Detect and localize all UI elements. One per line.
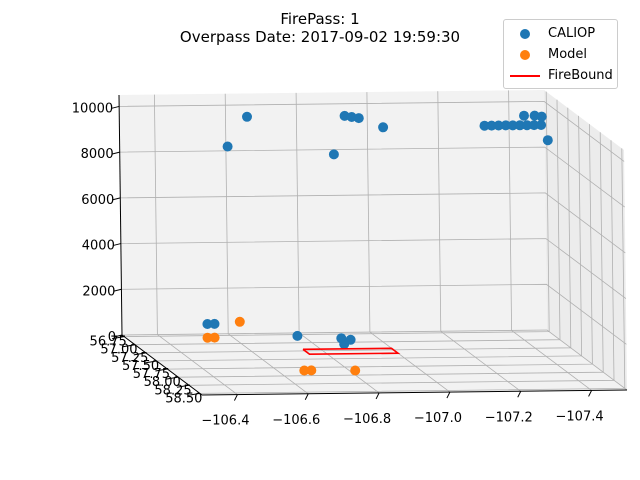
caliop-point bbox=[202, 319, 213, 329]
caliop-point bbox=[209, 318, 220, 329]
y-tick-label: 57.50 bbox=[122, 359, 159, 374]
firebound-boundary bbox=[302, 347, 401, 356]
x-tick bbox=[233, 394, 238, 401]
x-tick-label: −107.2 bbox=[485, 410, 533, 425]
model-point bbox=[306, 365, 317, 376]
z-tick bbox=[113, 334, 123, 338]
y-tick bbox=[133, 352, 146, 356]
legend-label-model: Model bbox=[548, 47, 588, 62]
caliop-point bbox=[486, 120, 497, 131]
y-tick bbox=[166, 376, 179, 380]
legend-entry-model: Model bbox=[504, 44, 619, 66]
x-tick bbox=[304, 393, 309, 400]
x-tick-label: −106.4 bbox=[201, 414, 249, 429]
y-tick bbox=[176, 384, 190, 388]
z-tick bbox=[111, 105, 120, 109]
x-tick bbox=[446, 391, 451, 399]
legend-entry-caliop: CALIOP bbox=[504, 23, 619, 45]
caliop-point bbox=[514, 120, 525, 131]
tick-labels: −106.4 −106.6 −106.8 −107.0 −107.2 −107.4 56.7… bbox=[72, 101, 604, 428]
caliop-point bbox=[353, 113, 364, 124]
z-tick bbox=[113, 288, 122, 292]
model-point bbox=[234, 316, 245, 327]
caliop-point bbox=[242, 111, 252, 122]
model-point bbox=[299, 365, 310, 376]
gridline-z bbox=[119, 100, 625, 162]
caliop-point bbox=[500, 120, 511, 131]
x-tick bbox=[375, 392, 380, 400]
model-point bbox=[209, 332, 220, 343]
y-tick-label: 57.75 bbox=[133, 367, 170, 382]
caliop-point bbox=[529, 120, 540, 131]
model-point bbox=[202, 332, 213, 343]
chart-subtitle: Overpass Date: 2017-09-02 19:59:30 bbox=[179, 28, 461, 46]
z-tick bbox=[112, 197, 121, 201]
x-tick-label: −107.0 bbox=[414, 411, 462, 426]
legend-label-firebound: FireBound bbox=[548, 68, 613, 83]
y-tick bbox=[112, 336, 125, 340]
z-tick bbox=[112, 243, 121, 247]
y-tick bbox=[155, 368, 168, 372]
caliop-point bbox=[536, 111, 547, 122]
y-tick-label: 58.25 bbox=[154, 383, 191, 398]
x-tick-label: −107.4 bbox=[556, 409, 604, 424]
caliop-point bbox=[493, 120, 504, 131]
model-point bbox=[350, 365, 361, 376]
tick-marks bbox=[111, 105, 593, 401]
z-tick bbox=[111, 151, 120, 155]
y-tick-label: 58.00 bbox=[144, 375, 181, 390]
caliop-point bbox=[378, 122, 389, 133]
legend: CALIOP Model FireBound bbox=[503, 19, 618, 89]
z-axis-line bbox=[118, 94, 123, 336]
caliop-point bbox=[222, 141, 233, 152]
z-tick-label: 0 bbox=[108, 330, 116, 345]
legend-label-caliop: CALIOP bbox=[548, 26, 596, 41]
legend-marker-model bbox=[520, 50, 530, 60]
y-tick-label: 56.75 bbox=[90, 335, 127, 350]
z-tick-label: 8000 bbox=[81, 147, 114, 162]
gridline-z bbox=[119, 146, 625, 208]
y-tick-label: 58.50 bbox=[165, 391, 202, 406]
caliop-point bbox=[479, 120, 490, 131]
y-tick bbox=[144, 360, 157, 364]
y-tick-label: 57.25 bbox=[111, 351, 148, 366]
caliop-point bbox=[536, 120, 547, 130]
legend-marker-caliop bbox=[520, 29, 530, 39]
legend-line-firebound bbox=[510, 75, 540, 77]
z-tick-label: 10000 bbox=[72, 101, 113, 116]
gridline-z bbox=[121, 283, 627, 345]
x-tick-label: −106.6 bbox=[272, 413, 320, 428]
floor-pane bbox=[122, 330, 627, 395]
z-tick-label: 6000 bbox=[81, 193, 114, 208]
caliop-point bbox=[507, 120, 518, 131]
gridline-z bbox=[120, 238, 627, 299]
y-tick bbox=[187, 392, 200, 396]
gridline-z bbox=[121, 329, 628, 391]
caliop-point bbox=[522, 120, 532, 131]
caliop-point bbox=[328, 149, 339, 160]
caliop-point bbox=[339, 339, 350, 350]
y-tick-label: 57.00 bbox=[100, 343, 137, 358]
x-tick bbox=[588, 390, 593, 397]
caliop-point bbox=[542, 135, 553, 146]
x-tick bbox=[517, 391, 522, 398]
gridlines bbox=[119, 90, 628, 395]
caliop-point bbox=[292, 330, 303, 341]
z-tick-label: 4000 bbox=[82, 239, 115, 254]
right-pane bbox=[544, 90, 627, 390]
y-tick bbox=[122, 344, 136, 348]
legend-entry-firebound: FireBound bbox=[504, 65, 619, 87]
gridline-z bbox=[120, 192, 626, 254]
x-axis-line bbox=[201, 389, 628, 396]
data-marks bbox=[202, 110, 553, 376]
x-tick-label: −106.8 bbox=[343, 412, 391, 427]
chart-title: FirePass: 1 bbox=[280, 10, 360, 28]
caliop-point bbox=[519, 110, 529, 121]
z-tick-label: 2000 bbox=[82, 284, 115, 299]
